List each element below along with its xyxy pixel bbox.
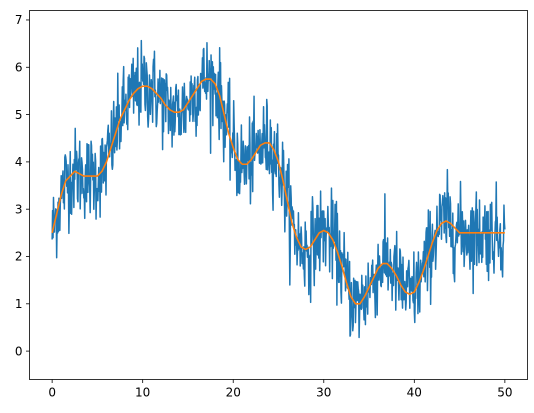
series-line-smooth [51, 78, 505, 305]
plot-area [51, 39, 506, 339]
y-tick-label: 6 [15, 60, 23, 74]
y-tick-label: 5 [15, 108, 23, 122]
x-axis: 0 10 20 30 40 50 [48, 379, 513, 400]
x-tick-label: 30 [316, 386, 331, 400]
axes-frame [29, 10, 528, 380]
x-tick-label: 50 [497, 386, 512, 400]
x-tick-label: 20 [226, 386, 241, 400]
y-tick-label: 2 [15, 250, 23, 264]
series-line-noisy [51, 39, 506, 339]
x-tick-label: 40 [407, 386, 422, 400]
y-tick-label: 7 [15, 13, 23, 27]
x-tick-label: 0 [48, 386, 56, 400]
y-axis: 0 1 2 3 4 5 6 7 [15, 13, 30, 358]
y-tick-label: 4 [15, 155, 23, 169]
y-tick-label: 3 [15, 202, 23, 216]
y-tick-label: 0 [15, 344, 23, 358]
y-tick-label: 1 [15, 297, 23, 311]
x-tick-label: 10 [135, 386, 150, 400]
